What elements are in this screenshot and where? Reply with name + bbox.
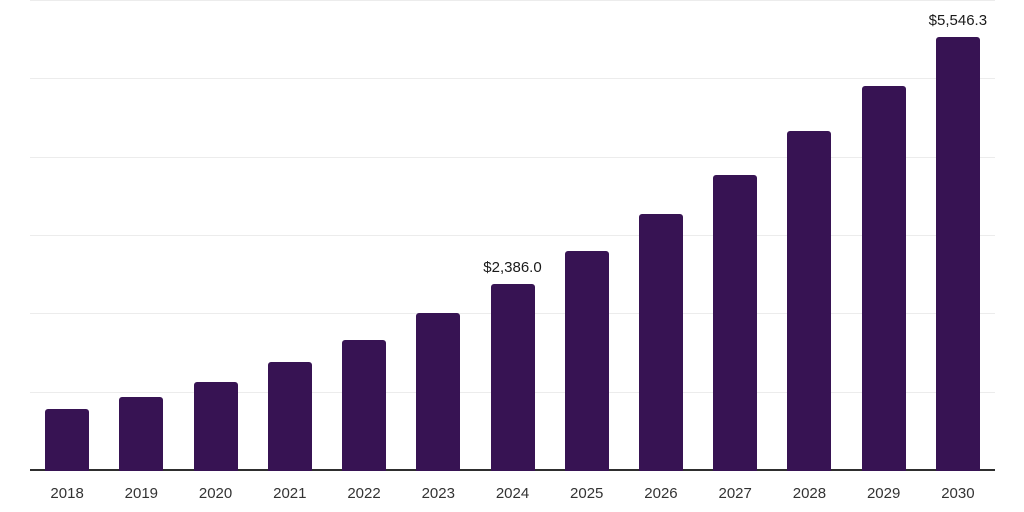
bar-2025[interactable] [564,251,609,471]
gridline-5000 [30,78,995,80]
bar-2021[interactable] [267,362,312,471]
bar-2019[interactable] [119,396,164,471]
bar-2020[interactable] [193,381,238,471]
x-tick-label-2026: 2026 [644,485,678,502]
x-tick-label-2024: 2024 [495,485,530,502]
x-tick-label-2029: 2029 [866,485,901,502]
bar-2023[interactable] [416,313,461,471]
data-label-2024: $2,386.0 [483,259,542,277]
x-tick-label-2025: 2025 [570,485,604,502]
bar-2029[interactable] [861,85,906,471]
x-tick-label-2021: 2021 [273,485,307,502]
bar-2026[interactable] [638,214,683,471]
x-tick-label-2028: 2028 [792,485,827,502]
data-label-2030: $5,546.3 [928,11,988,29]
x-tick-label-2027: 2027 [718,485,752,502]
plot-area: $2,386.0 $5,546.3 [30,0,995,471]
x-tick-label-2030: 2030 [941,485,975,502]
bar-2027[interactable] [713,174,758,471]
bar-2030[interactable] [935,36,980,471]
bar-2018[interactable] [45,408,90,471]
x-tick-label-2022: 2022 [347,485,381,502]
bar-2022[interactable] [342,340,387,471]
x-tick-label-2023: 2023 [421,485,455,502]
gridline-6000 [30,0,995,1]
x-tick-label-2019: 2019 [124,485,159,502]
x-tick-label-2018: 2018 [50,485,84,502]
bar-2028[interactable] [787,131,832,471]
bar-2024[interactable] [490,284,535,471]
gridline-4000 [30,156,995,158]
x-tick-label-2020: 2020 [198,485,233,502]
gridline-3000 [30,235,995,236]
